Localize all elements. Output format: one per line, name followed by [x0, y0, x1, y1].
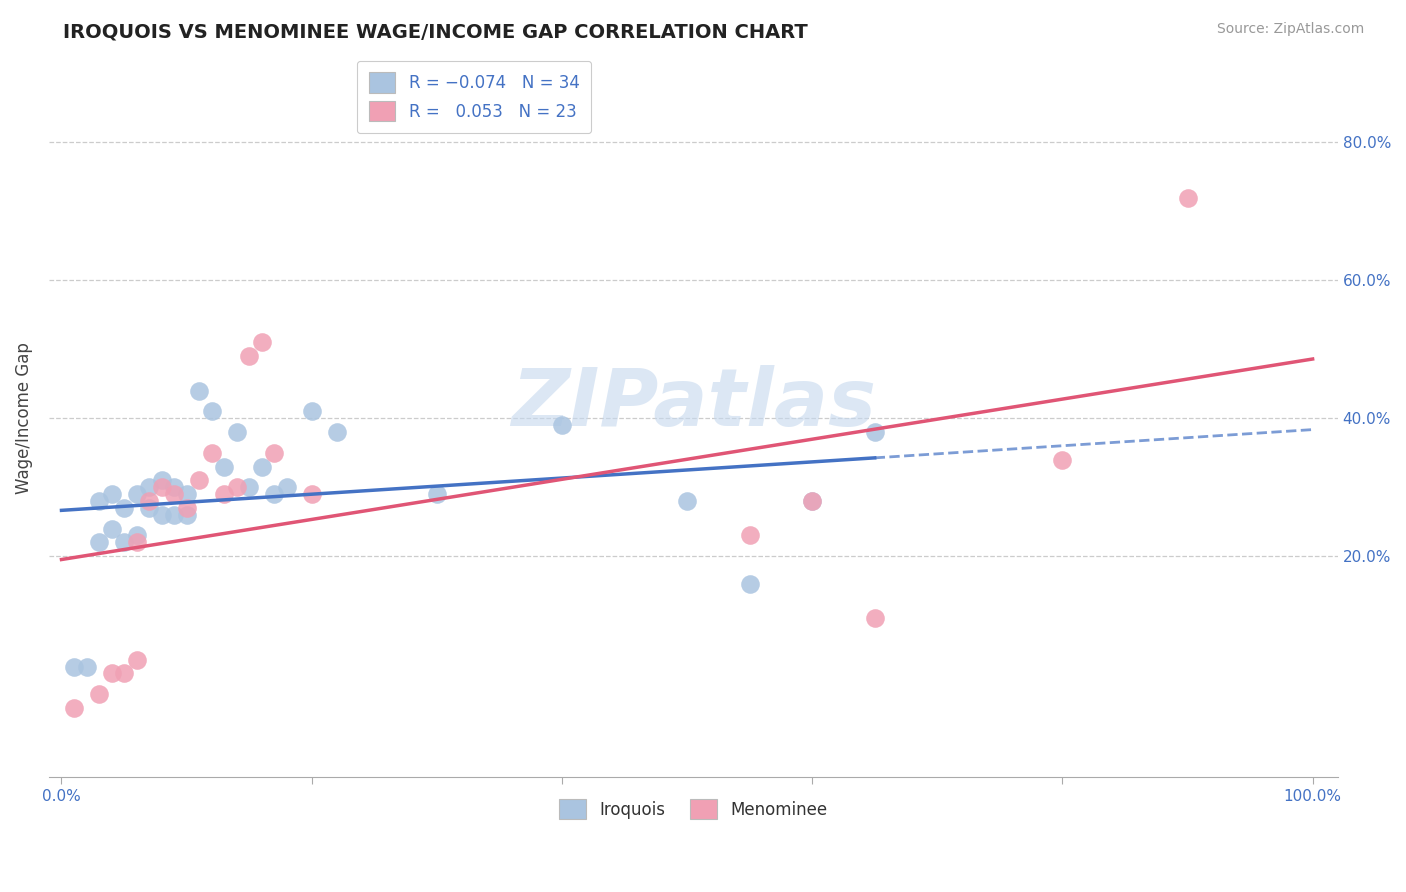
Point	[138, 494, 160, 508]
Point	[163, 508, 186, 522]
Point	[1177, 190, 1199, 204]
Point	[87, 535, 110, 549]
Point	[163, 487, 186, 501]
Text: IROQUOIS VS MENOMINEE WAGE/INCOME GAP CORRELATION CHART: IROQUOIS VS MENOMINEE WAGE/INCOME GAP CO…	[63, 22, 808, 41]
Point	[301, 487, 323, 501]
Point	[301, 404, 323, 418]
Point	[676, 494, 699, 508]
Point	[87, 494, 110, 508]
Point	[112, 535, 135, 549]
Point	[225, 480, 247, 494]
Point	[250, 335, 273, 350]
Point	[100, 487, 122, 501]
Point	[100, 522, 122, 536]
Point	[276, 480, 298, 494]
Text: Source: ZipAtlas.com: Source: ZipAtlas.com	[1216, 22, 1364, 37]
Point	[263, 487, 285, 501]
Point	[125, 487, 148, 501]
Point	[112, 666, 135, 681]
Point	[238, 349, 260, 363]
Point	[863, 611, 886, 625]
Point	[125, 652, 148, 666]
Point	[150, 473, 173, 487]
Point	[125, 528, 148, 542]
Point	[801, 494, 824, 508]
Legend: Iroquois, Menominee: Iroquois, Menominee	[553, 792, 834, 826]
Point	[201, 446, 224, 460]
Point	[112, 500, 135, 515]
Point	[1052, 452, 1074, 467]
Point	[63, 701, 86, 715]
Point	[176, 500, 198, 515]
Point	[76, 659, 98, 673]
Point	[212, 487, 235, 501]
Point	[863, 425, 886, 439]
Point	[163, 480, 186, 494]
Point	[188, 384, 211, 398]
Point	[100, 666, 122, 681]
Point	[138, 480, 160, 494]
Point	[150, 480, 173, 494]
Point	[138, 500, 160, 515]
Point	[176, 487, 198, 501]
Point	[188, 473, 211, 487]
Point	[63, 659, 86, 673]
Point	[201, 404, 224, 418]
Point	[250, 459, 273, 474]
Point	[325, 425, 347, 439]
Point	[426, 487, 449, 501]
Point	[150, 508, 173, 522]
Point	[125, 535, 148, 549]
Point	[225, 425, 247, 439]
Point	[801, 494, 824, 508]
Point	[176, 508, 198, 522]
Point	[212, 459, 235, 474]
Point	[551, 418, 574, 433]
Text: ZIPatlas: ZIPatlas	[510, 365, 876, 443]
Point	[738, 528, 761, 542]
Point	[87, 687, 110, 701]
Point	[738, 576, 761, 591]
Y-axis label: Wage/Income Gap: Wage/Income Gap	[15, 343, 32, 494]
Point	[238, 480, 260, 494]
Point	[263, 446, 285, 460]
